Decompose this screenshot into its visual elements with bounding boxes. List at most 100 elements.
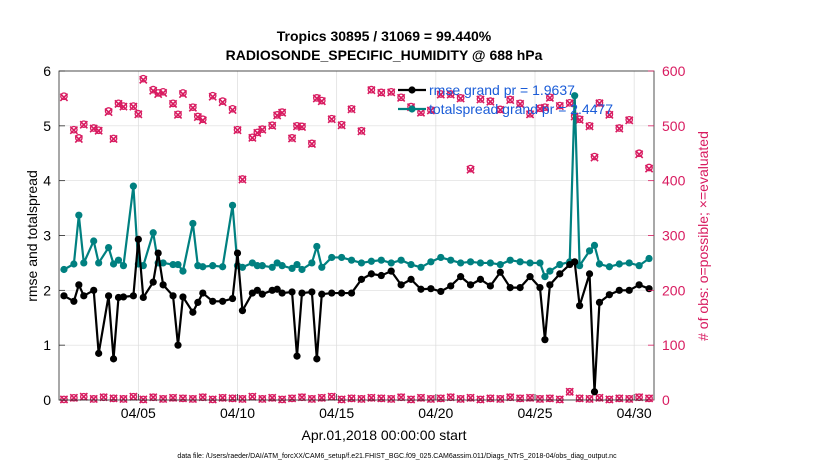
rmse-point bbox=[129, 292, 137, 300]
rmse-point bbox=[70, 297, 78, 305]
rmse-point bbox=[149, 278, 157, 286]
obs-evaluated-marker bbox=[426, 106, 436, 115]
obs-evaluated-marker bbox=[178, 89, 188, 99]
legend-swatch-totalspread-marker bbox=[408, 105, 416, 113]
totalspread-point bbox=[209, 262, 217, 270]
obs-evaluated-marker bbox=[540, 103, 550, 112]
legend-swatch-rmse-marker bbox=[408, 86, 416, 94]
obs-possible-marker bbox=[74, 134, 83, 142]
obs-bottom-possible-marker bbox=[466, 393, 475, 402]
obs-bottom-evaluated-marker bbox=[565, 387, 574, 396]
obs-possible-marker bbox=[615, 124, 624, 132]
rmse-point bbox=[60, 292, 68, 300]
totalspread-point bbox=[377, 256, 385, 264]
x-axis-tick-labels: 04/05 04/10 04/15 04/20 04/25 04/30 bbox=[121, 405, 652, 421]
obs-evaluated-marker bbox=[496, 105, 505, 115]
obs-evaluated-marker bbox=[486, 97, 495, 106]
rmse-point bbox=[556, 270, 564, 278]
data-file-footer: data file: /Users/raeder/DAI/ATM_forcXX/… bbox=[177, 453, 617, 460]
totalspread-point bbox=[238, 263, 247, 271]
obs-bottom-possible-marker bbox=[357, 395, 366, 403]
obs-possible-marker bbox=[546, 93, 554, 102]
obs-bottom-evaluated-marker bbox=[248, 392, 257, 401]
obs-bottom-possible-marker bbox=[585, 395, 594, 403]
rmse-point bbox=[595, 298, 604, 306]
obs-evaluated-marker bbox=[525, 110, 535, 119]
totalspread-point bbox=[298, 265, 306, 274]
obs-possible-marker bbox=[104, 107, 113, 115]
obs-evaluated-marker bbox=[367, 86, 376, 95]
obs-bottom-evaluated-marker bbox=[357, 394, 366, 404]
y-axis-label-right: # of obs: o=possible; ×=evaluated bbox=[695, 131, 711, 341]
obs-bottom-evaluated-marker bbox=[208, 395, 217, 404]
obs-evaluated-marker bbox=[476, 95, 485, 104]
obs-possible-marker bbox=[154, 89, 163, 97]
obs-bottom-evaluated-marker bbox=[178, 394, 188, 403]
obs-possible-marker bbox=[506, 95, 515, 104]
obs-evaluated-marker bbox=[396, 93, 406, 103]
obs-bottom-evaluated-marker bbox=[228, 394, 237, 403]
rmse-point bbox=[496, 268, 504, 276]
rmse-point bbox=[219, 297, 227, 305]
obs-bottom-possible-marker bbox=[476, 395, 485, 404]
obs-evaluated-marker bbox=[456, 94, 465, 103]
obs-bottom-possible-marker bbox=[407, 395, 415, 404]
rmse-point bbox=[328, 289, 336, 297]
obs-bottom-possible-marker bbox=[536, 395, 544, 403]
obs-bottom-possible-marker bbox=[228, 394, 237, 403]
rmse-point bbox=[313, 355, 321, 363]
obs-bottom-possible-marker bbox=[278, 395, 286, 404]
obs-bottom-possible-marker bbox=[387, 395, 396, 403]
obs-bottom-possible-marker bbox=[288, 394, 296, 403]
y-tick-label: 5 bbox=[43, 118, 51, 134]
obs-bottom-possible-marker bbox=[615, 394, 624, 403]
rmse-point bbox=[367, 270, 375, 278]
rmse-series bbox=[60, 235, 653, 396]
obs-bottom-evaluated-marker bbox=[238, 394, 247, 404]
rmse-point bbox=[357, 275, 366, 283]
obs-evaluated-marker bbox=[625, 116, 634, 125]
totalspread-point bbox=[90, 237, 98, 245]
obs-bottom-possible-marker bbox=[555, 395, 564, 404]
obs-evaluated-marker bbox=[644, 164, 654, 173]
obs-evaluated-marker bbox=[119, 102, 128, 111]
totalspread-point bbox=[109, 260, 118, 268]
totalspread-point bbox=[516, 258, 524, 266]
totalspread-point bbox=[114, 256, 123, 264]
totalspread-point bbox=[447, 256, 455, 264]
rmse-point bbox=[253, 286, 261, 294]
chart-title: Tropics 30895 / 31069 = 99.440% bbox=[277, 28, 492, 44]
rmse-point bbox=[536, 283, 544, 292]
totalspread-point bbox=[427, 258, 435, 266]
obs-evaluated-marker bbox=[69, 126, 79, 135]
obs-possible-marker bbox=[387, 87, 396, 96]
obs-bottom-possible-marker bbox=[109, 394, 118, 403]
rmse-point bbox=[194, 298, 202, 306]
rmse-point bbox=[486, 282, 494, 290]
obs-possible-marker bbox=[119, 102, 128, 110]
rmse-point bbox=[635, 281, 643, 289]
rmse-point bbox=[209, 297, 217, 305]
obs-bottom-evaluated-marker bbox=[476, 395, 485, 404]
rmse-point bbox=[139, 293, 147, 302]
obs-evaluated-marker bbox=[565, 99, 574, 108]
obs-bottom-evaluated-marker bbox=[109, 394, 118, 403]
totalspread-point bbox=[104, 243, 113, 252]
totalspread-point bbox=[605, 263, 613, 271]
rmse-point bbox=[154, 249, 162, 257]
obs-evaluated-marker bbox=[615, 124, 624, 133]
totalspread-series bbox=[60, 92, 653, 281]
obs-bottom-possible-marker bbox=[526, 393, 534, 402]
obs-bottom-evaluated-marker bbox=[258, 394, 267, 404]
totalspread-point bbox=[367, 257, 375, 265]
rmse-point bbox=[457, 273, 465, 281]
legend-label-rmse: rmse grand pr = 1.9637 bbox=[429, 82, 575, 98]
obs-evaluated-marker bbox=[94, 126, 103, 135]
obs-possible-marker bbox=[233, 125, 242, 134]
obs-bottom-evaluated-marker bbox=[119, 394, 128, 404]
x-tick-label: 04/25 bbox=[517, 405, 552, 421]
obs-bottom-possible-marker bbox=[149, 393, 158, 402]
totalspread-point bbox=[308, 259, 316, 267]
obs-bottom-possible-marker bbox=[625, 395, 634, 403]
obs-bottom-possible-marker bbox=[308, 395, 316, 403]
